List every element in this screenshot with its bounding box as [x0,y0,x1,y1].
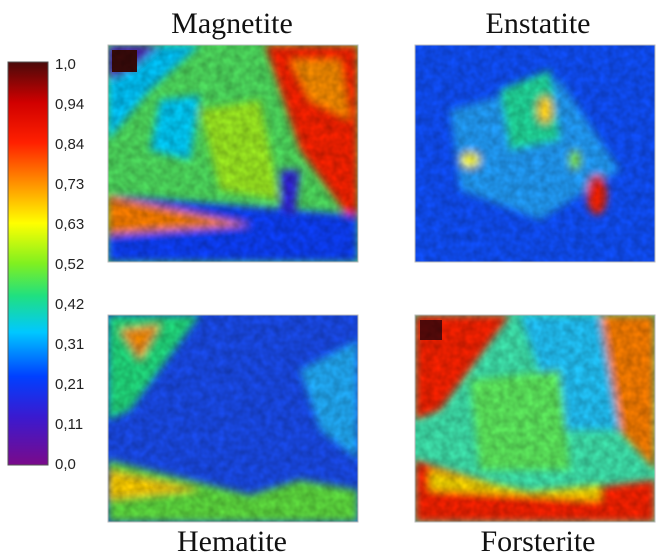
colorbar-tick-label: 0,52 [55,256,84,273]
colorbar-tick-label: 0,11 [55,416,83,433]
map-frame [414,44,656,263]
panel-title: Hematite [177,525,287,558]
map-frame [107,314,359,523]
colorbar-tick-label: 0,63 [55,216,84,233]
map-forsterite [415,315,655,522]
map-frame [107,44,359,263]
panel-title: Enstatite [486,7,591,40]
colorbar [7,61,49,466]
map-hematite [108,315,358,522]
colorbar-tick-label: 0,31 [55,336,84,353]
map-magnetite [108,45,358,262]
colorbar-tick-label: 0,73 [55,176,84,193]
colorbar-tick-label: 0,21 [55,376,84,393]
panel-title: Magnetite [171,7,293,40]
colorbar-tick-label: 0,94 [55,96,84,113]
panel-title: Forsterite [481,525,596,558]
colorbar-tick-label: 0,0 [55,456,76,473]
map-enstatite [415,45,655,262]
map-frame [414,314,656,523]
colorbar-tick-label: 0,84 [55,136,84,153]
colorbar-tick-label: 0,42 [55,296,84,313]
colorbar-ticks: 1,0 0,94 0,84 0,73 0,63 0,52 0,42 0,31 0,21 0,11 0… [55,56,84,473]
colorbar-tick-label: 1,0 [55,56,76,73]
